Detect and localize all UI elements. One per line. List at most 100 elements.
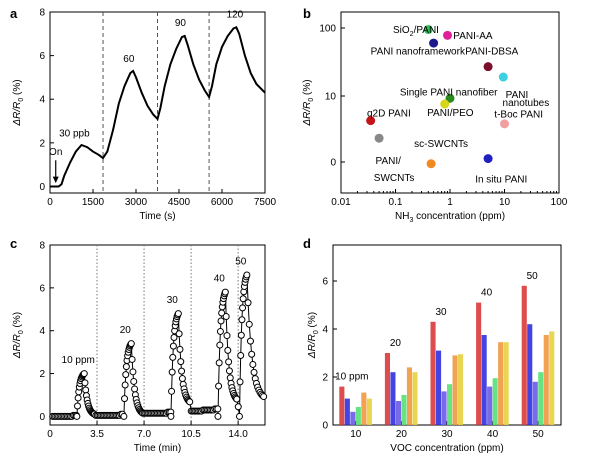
data-point [214, 405, 222, 413]
x-axis-label: Time (s) [139, 211, 175, 222]
data-point [215, 382, 223, 390]
cycle-label: 30 [167, 295, 179, 306]
bar [390, 372, 396, 425]
data-point [225, 367, 233, 375]
panel-c-scatter-chart: 0 3.5 7.0 10.5 14.0 0 2 4 6 8 10 ppm 20 30 40 50 Time (… [12, 241, 268, 454]
data-point [236, 378, 244, 386]
data-point [243, 271, 251, 279]
data-point [366, 116, 376, 126]
x-tick-label: 0.01 [331, 197, 351, 208]
bar [487, 386, 493, 425]
x-tick-label: 10 [350, 429, 362, 440]
data-point [440, 99, 450, 109]
x-tick-label: 0 [47, 197, 53, 208]
x-tick-label: 50 [533, 429, 545, 440]
data-point [245, 320, 253, 328]
cycle-label: 20 [120, 325, 132, 336]
x-tick-label: 40 [487, 429, 499, 440]
data-point [74, 394, 82, 402]
bar [361, 392, 367, 425]
data-point [216, 327, 224, 335]
x-tick-label: 6000 [211, 197, 234, 208]
y-tick-label: 6 [322, 277, 328, 288]
bar [481, 335, 487, 425]
data-point [176, 345, 184, 353]
category-annotation: 50 [527, 271, 539, 282]
category-annotation: 20 [390, 338, 402, 349]
y-axis-label: ΔR/R0 (%) [302, 79, 315, 126]
data-point [168, 368, 176, 376]
bar [527, 324, 533, 425]
point-label: PANI-DBSA [465, 46, 518, 57]
annotation-label: 60 [123, 54, 135, 65]
bar [339, 386, 345, 425]
bar [401, 395, 407, 425]
data-point [234, 403, 242, 411]
bar [498, 342, 504, 425]
x-tick-label: 1 [447, 197, 453, 208]
annotation-label: 120 [227, 9, 244, 20]
bar [441, 391, 447, 425]
data-point [483, 62, 493, 72]
data-point [80, 370, 88, 378]
panel-b-scatter-chart: 0.01 0.1 1 10 100 0 10 100 SiO2/PANI PANI-AA PANI … [302, 11, 568, 224]
x-tick-label: 1500 [82, 197, 105, 208]
x-tick-label: 7500 [254, 197, 277, 208]
y-tick-label: 0 [39, 182, 45, 193]
y-tick-label: 8 [39, 8, 45, 19]
x-tick-label: 10.5 [181, 429, 201, 440]
data-point [178, 367, 186, 375]
bar [395, 401, 401, 425]
data-point [250, 368, 258, 376]
data-point [239, 295, 247, 303]
data-point [483, 154, 493, 164]
data-point [169, 353, 177, 361]
bar [476, 302, 482, 425]
data-point [175, 330, 183, 338]
data-point [174, 310, 182, 318]
data-point [374, 133, 384, 143]
panel-letter-a: a [10, 6, 18, 21]
y-tick-label: 0 [330, 158, 336, 169]
panel-letter-d: d [303, 236, 311, 251]
bar [532, 381, 538, 425]
cycle-label: 10 ppm [62, 355, 95, 366]
category-annotation: 40 [481, 288, 493, 299]
bar [521, 285, 527, 425]
data-point [500, 119, 509, 129]
data-point [186, 398, 194, 406]
y-tick-label: 4 [322, 325, 328, 336]
x-tick-label: 100 [551, 197, 568, 208]
data-point [223, 332, 231, 340]
data-point [233, 395, 241, 403]
data-point [81, 379, 89, 387]
data-point [129, 368, 137, 376]
annotation-label: 30 ppb [59, 128, 90, 139]
y-tick-label: 0 [39, 412, 45, 423]
plot-frame [49, 244, 266, 426]
data-point [121, 381, 129, 389]
bar [492, 378, 498, 425]
data-point [239, 304, 247, 312]
bar [344, 398, 350, 425]
bar [355, 407, 361, 425]
annotation-label: On [49, 147, 62, 158]
y-tick-label: 4 [39, 326, 45, 337]
data-point [120, 412, 128, 420]
x-tick-label: 3000 [125, 197, 148, 208]
data-point [73, 402, 81, 410]
data-point [131, 385, 139, 393]
y-tick-label: 4 [39, 95, 45, 106]
y-axis-label: ΔR/R0 (%) [12, 312, 25, 359]
plot-frame [49, 11, 266, 194]
bar [366, 398, 372, 425]
point-label: PANI [506, 90, 529, 101]
bar [549, 331, 555, 425]
y-tick-label: 8 [39, 241, 45, 252]
bar [543, 335, 549, 425]
bar [384, 353, 390, 425]
x-tick-label: 30 [441, 429, 453, 440]
point-label: q2D PANI [367, 109, 411, 120]
y-tick-label: 2 [39, 138, 45, 149]
